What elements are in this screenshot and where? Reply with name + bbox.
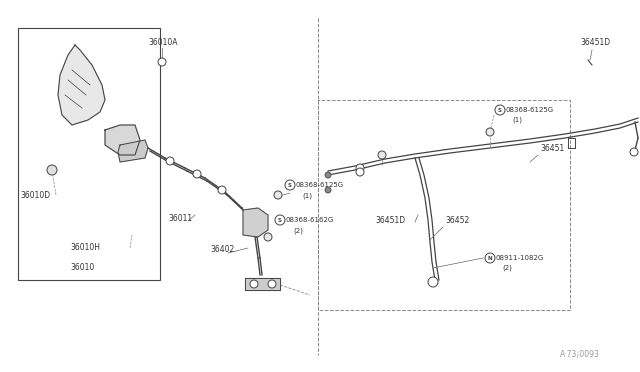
Text: (1): (1): [512, 117, 522, 123]
Circle shape: [47, 165, 57, 175]
Text: 36402: 36402: [210, 246, 234, 254]
Bar: [18, 28, 160, 280]
Circle shape: [356, 164, 364, 172]
Text: 08368-6125G: 08368-6125G: [296, 182, 344, 188]
Circle shape: [486, 128, 494, 136]
Text: S: S: [278, 218, 282, 222]
Polygon shape: [105, 125, 140, 155]
Circle shape: [166, 157, 174, 165]
Text: A·73¡0093: A·73¡0093: [560, 350, 600, 359]
Circle shape: [218, 186, 226, 194]
Circle shape: [356, 168, 364, 176]
Circle shape: [488, 256, 492, 260]
Circle shape: [428, 277, 438, 287]
Text: N: N: [488, 256, 492, 260]
Text: 08368-6162G: 08368-6162G: [286, 217, 334, 223]
Text: (2): (2): [502, 265, 512, 271]
Circle shape: [485, 253, 495, 263]
Circle shape: [250, 280, 258, 288]
Text: 36451D: 36451D: [580, 38, 610, 46]
Text: 36452: 36452: [445, 215, 469, 224]
Circle shape: [264, 233, 272, 241]
Circle shape: [325, 187, 331, 193]
Text: 36010: 36010: [70, 263, 94, 273]
Text: 36011: 36011: [168, 214, 192, 222]
Text: 08911-1082G: 08911-1082G: [496, 255, 544, 261]
Text: (1): (1): [302, 193, 312, 199]
Polygon shape: [243, 208, 268, 237]
Circle shape: [630, 148, 638, 156]
Text: 36010D: 36010D: [20, 190, 50, 199]
Text: S: S: [498, 108, 502, 112]
Text: 36451: 36451: [540, 144, 564, 153]
Circle shape: [325, 172, 331, 178]
Circle shape: [495, 105, 505, 115]
Circle shape: [378, 151, 386, 159]
Text: 36010A: 36010A: [148, 38, 177, 46]
Text: (2): (2): [293, 228, 303, 234]
Circle shape: [285, 180, 295, 190]
Circle shape: [268, 280, 276, 288]
Polygon shape: [58, 45, 105, 125]
Circle shape: [193, 170, 201, 178]
Text: 08368-6125G: 08368-6125G: [506, 107, 554, 113]
Circle shape: [486, 254, 494, 262]
Circle shape: [158, 58, 166, 66]
Text: S: S: [288, 183, 292, 187]
Text: 36010H: 36010H: [70, 244, 100, 253]
Polygon shape: [118, 140, 148, 162]
Circle shape: [274, 191, 282, 199]
Circle shape: [275, 215, 285, 225]
Text: 36451D: 36451D: [375, 215, 405, 224]
Polygon shape: [245, 278, 280, 290]
